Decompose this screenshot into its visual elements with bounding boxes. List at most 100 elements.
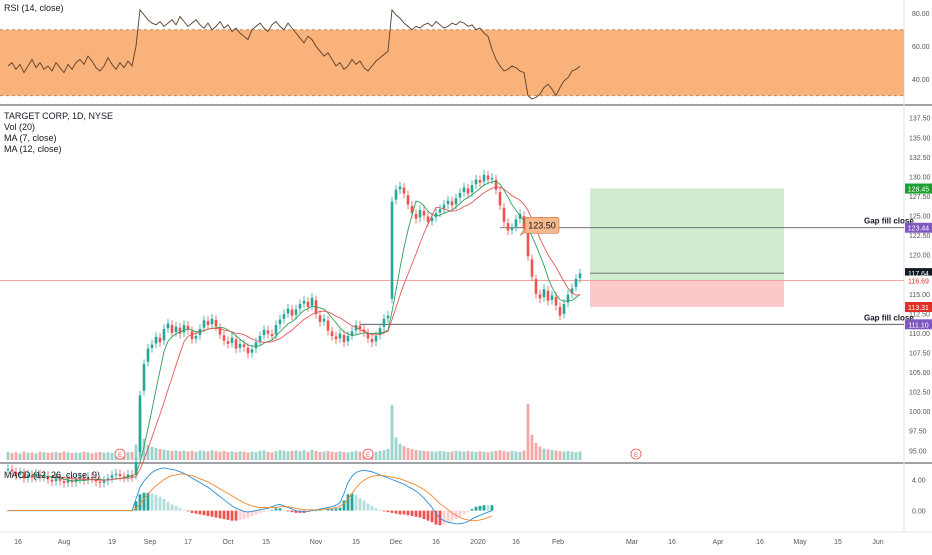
- candle-body: [150, 344, 154, 348]
- candle-body: [502, 207, 506, 222]
- volume-bar: [78, 452, 82, 460]
- volume-bar: [442, 451, 446, 460]
- candle-body: [214, 319, 218, 327]
- candle-body: [538, 294, 542, 299]
- price-tick-0: 137.50: [909, 116, 931, 123]
- rsi-title: RSI (14, close): [4, 3, 64, 13]
- volume-bar: [30, 452, 34, 460]
- price-label-bg-gap_lower: [905, 319, 932, 330]
- macd-histogram-bar: [150, 493, 154, 511]
- macd-histogram-bar: [342, 500, 346, 511]
- candle-body: [138, 395, 142, 453]
- volume-bar: [558, 451, 562, 460]
- macd-histogram-bar: [246, 510, 250, 519]
- price-tick-6: 122.50: [909, 233, 931, 240]
- price-label-bg-gap_upper: [905, 222, 932, 233]
- price-tick-1: 135.00: [909, 135, 931, 142]
- volume-bar: [482, 451, 486, 460]
- volume-bar: [354, 451, 358, 460]
- candle-body: [6, 469, 10, 471]
- volume-bar: [182, 450, 186, 460]
- candle-body: [334, 336, 338, 340]
- macd-histogram-bar: [402, 510, 406, 515]
- volume-bar: [326, 451, 330, 460]
- candle-body: [106, 478, 110, 481]
- time-tick-1: Aug: [58, 539, 71, 546]
- volume-bar: [198, 450, 202, 460]
- macd-histogram-bar: [386, 510, 390, 513]
- time-tick-18: May: [793, 539, 807, 546]
- volume-bar: [254, 452, 258, 460]
- price-tick-5: 125.00: [909, 214, 931, 221]
- candle-body: [26, 474, 30, 478]
- volume-bar: [546, 449, 550, 460]
- macd-histogram-bar: [226, 510, 230, 520]
- macd-histogram-bar: [490, 505, 494, 511]
- candle-body: [62, 481, 66, 484]
- macd-histogram-bar: [254, 510, 258, 515]
- macd-histogram-bar: [478, 505, 482, 511]
- candle-body: [170, 324, 174, 333]
- candle-body: [298, 303, 302, 309]
- time-tick-13: Feb: [552, 539, 564, 546]
- macd-histogram-bar: [234, 510, 238, 521]
- time-tick-11: 2020: [470, 539, 486, 546]
- macd-tick-1: 0.00: [912, 509, 926, 516]
- volume-bar: [438, 451, 442, 460]
- macd-histogram-bar: [210, 510, 214, 517]
- candle-body: [434, 213, 438, 218]
- volume-bar: [246, 452, 250, 460]
- stop-zone: [590, 280, 784, 308]
- volume-bar: [74, 452, 78, 460]
- volume-bar: [526, 403, 530, 460]
- candle-body: [422, 210, 426, 216]
- volume-bar: [382, 450, 386, 460]
- macd-histogram-bar: [142, 492, 146, 511]
- volume-bar: [578, 451, 582, 460]
- macd-histogram-bar: [206, 510, 210, 517]
- time-tick-7: Nov: [310, 539, 323, 546]
- volume-bar: [34, 453, 38, 460]
- volume-bar: [434, 451, 438, 460]
- price-label-bg-target: [905, 183, 932, 194]
- candle-body: [370, 338, 374, 343]
- volume-bar: [458, 451, 462, 460]
- candle-body: [358, 325, 362, 329]
- candle-body: [122, 476, 126, 478]
- candle-body: [78, 477, 82, 479]
- candle-body: [534, 279, 538, 294]
- price-label-bg-current: [905, 268, 932, 279]
- earnings-marker: [630, 448, 642, 460]
- candle-body: [54, 478, 58, 482]
- candle-body: [554, 296, 558, 306]
- macd-histogram-bar: [250, 510, 254, 517]
- candle-body: [462, 187, 466, 193]
- macd-histogram-bar: [370, 505, 374, 511]
- earnings-marker-text: E: [118, 453, 122, 459]
- candle-body: [562, 303, 566, 314]
- volume-bar: [242, 451, 246, 460]
- volume-bar: [310, 449, 314, 460]
- macd-histogram-bar: [334, 508, 338, 511]
- volume-bar: [454, 450, 458, 460]
- candle-body: [98, 481, 102, 484]
- macd-histogram-bar: [270, 509, 274, 511]
- macd-histogram-bar: [422, 510, 426, 520]
- candle-body: [546, 290, 550, 301]
- volume-bar: [206, 451, 210, 460]
- volume-bar: [14, 452, 18, 460]
- candle-body: [326, 320, 330, 331]
- candle-body: [254, 342, 258, 349]
- price-label-gap_lower: 111.10: [908, 322, 928, 329]
- candle-body: [390, 201, 394, 299]
- candle-body: [566, 294, 570, 303]
- time-tick-8: 15: [352, 539, 360, 546]
- volume-bar: [38, 451, 42, 460]
- candle-body: [290, 309, 294, 316]
- volume-bar: [262, 450, 266, 460]
- macd-histogram-bar: [218, 510, 222, 519]
- time-tick-2: 19: [108, 539, 116, 546]
- time-tick-3: Sep: [144, 539, 157, 546]
- volume-bar: [498, 450, 502, 460]
